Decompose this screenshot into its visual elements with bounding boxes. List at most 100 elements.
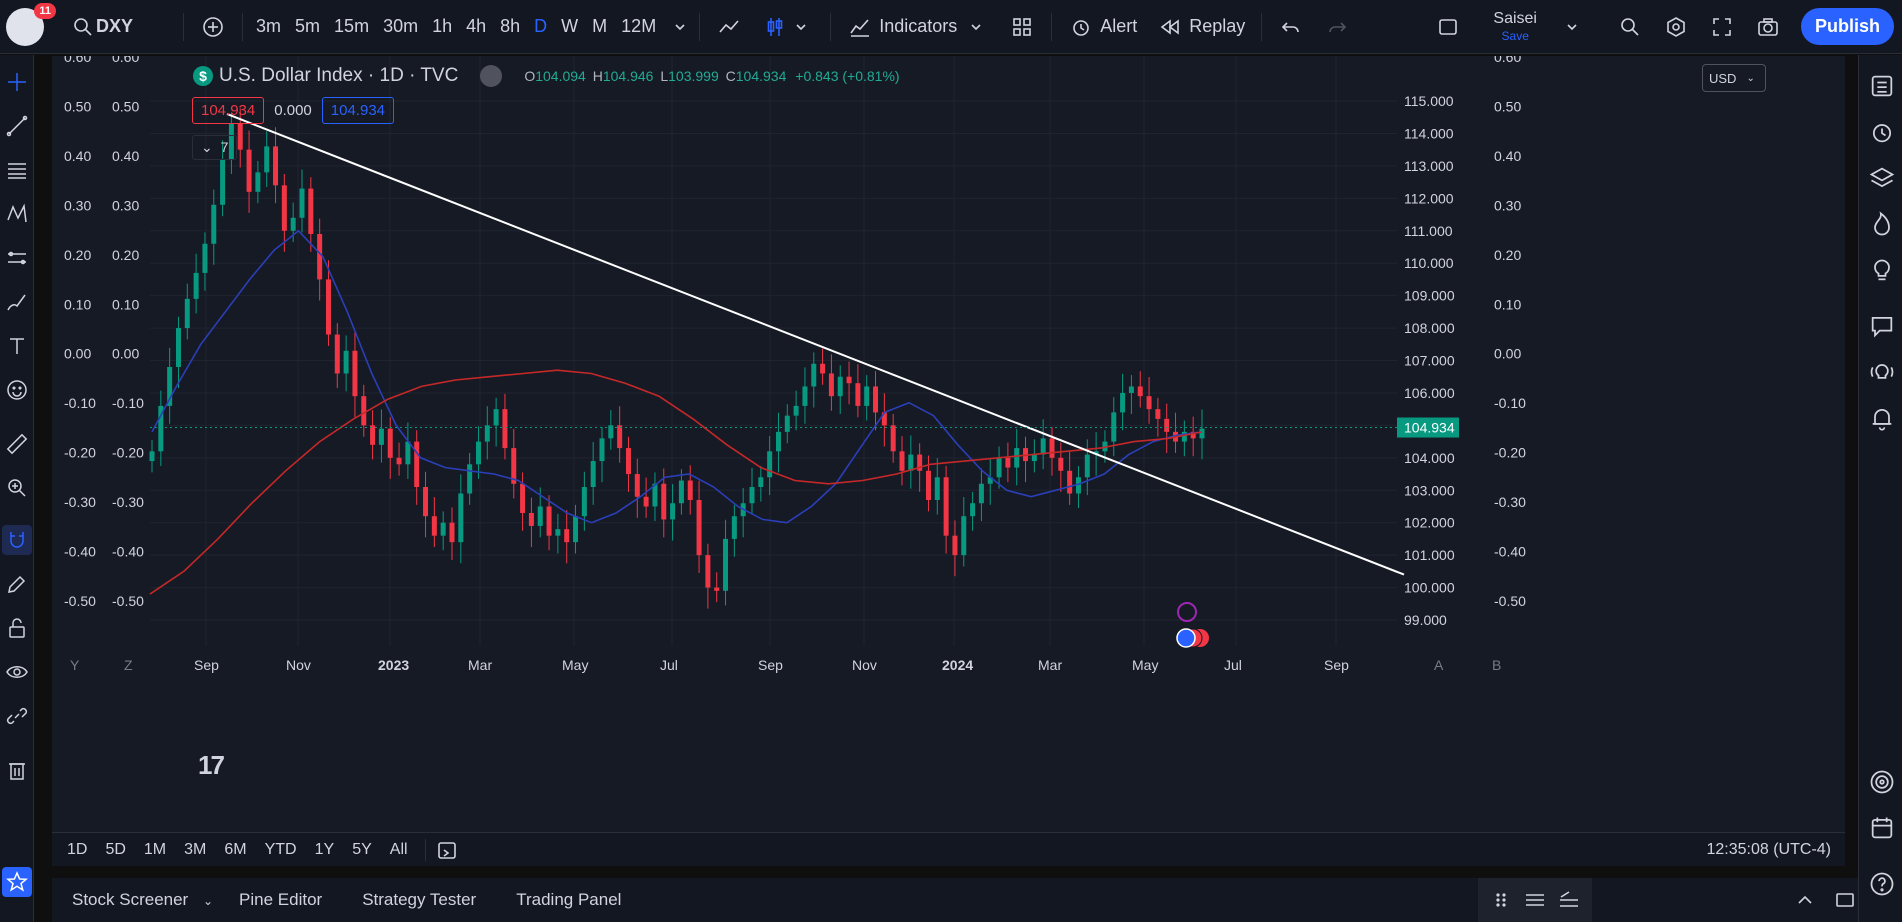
notifications-ideas-button[interactable]	[1867, 357, 1897, 387]
favorites-tool[interactable]	[2, 867, 32, 897]
indicators-button[interactable]: Indicators	[837, 0, 999, 54]
compare-button[interactable]	[190, 0, 236, 54]
panel-controls	[1478, 878, 1592, 922]
redo-button[interactable]	[1314, 0, 1360, 54]
oscillator-tick-right: -0.10	[1494, 395, 1526, 411]
link-tool[interactable]	[2, 701, 32, 731]
bottom-panel: Stock Screener ⌄ Pine Editor Strategy Te…	[52, 878, 1858, 922]
fullscreen-button[interactable]	[1699, 0, 1745, 54]
timeframe-3m[interactable]: 3m	[256, 16, 282, 36]
chart-type-candles-button[interactable]	[752, 0, 824, 54]
chart-pane[interactable]: 115.000 114.000 113.000 112.000 111.000 110.0…	[52, 56, 1845, 832]
lock-tool[interactable]	[2, 613, 32, 643]
magnet-tool[interactable]	[2, 525, 32, 555]
chats-button[interactable]	[1867, 311, 1897, 341]
zoom-tool[interactable]	[2, 473, 32, 503]
price-tick-label: 114.000	[1404, 125, 1454, 141]
fib-tool[interactable]	[2, 155, 32, 185]
object-list-icon[interactable]	[1556, 887, 1582, 913]
drawing-mode-tool[interactable]	[2, 569, 32, 599]
tab-strategy-tester[interactable]: Strategy Tester	[362, 890, 477, 909]
chevron-down-icon[interactable]: ⌄	[202, 894, 214, 908]
range-5y[interactable]: 5Y	[352, 840, 372, 858]
tab-stock-screener[interactable]: Stock Screener ⌄	[52, 890, 219, 910]
trend-line-tool[interactable]	[2, 111, 32, 141]
hide-tool[interactable]	[2, 657, 32, 687]
candle-body	[184, 298, 190, 329]
chevron-down-icon[interactable]	[788, 14, 814, 40]
chevron-down-icon[interactable]	[667, 14, 693, 40]
layout-button[interactable]	[1425, 0, 1471, 54]
timeframe-8h[interactable]: 8h	[500, 16, 521, 36]
text-tool[interactable]	[2, 331, 32, 361]
calendar-button[interactable]	[1867, 813, 1897, 843]
range-ytd[interactable]: YTD	[264, 840, 297, 858]
currency-select[interactable]: USD ⌄	[1702, 64, 1766, 92]
tab-trading-panel[interactable]: Trading Panel	[516, 890, 622, 909]
target-button[interactable]	[1867, 767, 1897, 797]
ohlc-values: O104.094 H104.946 L103.999 C104.934 +0.8…	[524, 68, 899, 84]
timeframe-5m[interactable]: 5m	[295, 16, 321, 36]
watchlist-button[interactable]	[1867, 71, 1897, 101]
timeframe-w[interactable]: W	[561, 16, 579, 36]
help-button[interactable]	[1867, 869, 1897, 899]
timeframe-d[interactable]: D	[534, 16, 548, 36]
candle-body	[273, 146, 279, 186]
layout-name[interactable]: Saisei Save	[1471, 0, 1607, 54]
timeframe-12m[interactable]: 12M	[621, 16, 657, 36]
publish-button[interactable]: Publish	[1800, 8, 1894, 45]
emoji-tool[interactable]	[2, 375, 32, 405]
buy-price[interactable]: 104.934	[321, 97, 395, 124]
templates-button[interactable]	[999, 0, 1045, 54]
quick-search-button[interactable]	[1607, 0, 1653, 54]
oscillator-tick-left: 0.60	[64, 56, 91, 65]
session-clock[interactable]: 12:35:08 (UTC-4)	[1706, 840, 1832, 858]
range-6m[interactable]: 6M	[224, 840, 247, 858]
undo-button[interactable]	[1268, 0, 1314, 54]
hotlists-button[interactable]	[1867, 209, 1897, 239]
sell-price[interactable]: 104.934	[192, 97, 265, 124]
range-1m[interactable]: 1M	[143, 840, 167, 858]
range-5d[interactable]: 5D	[105, 840, 126, 858]
candle-body	[996, 457, 1002, 478]
hamburger-icon[interactable]	[1522, 887, 1548, 913]
alert-button[interactable]: Alert	[1058, 0, 1147, 54]
user-avatar[interactable]: 11	[6, 2, 56, 46]
symbol-search[interactable]: DXY	[60, 0, 143, 54]
timeframe-m[interactable]: M	[592, 16, 608, 36]
settings-button[interactable]	[1653, 0, 1699, 54]
range-1d[interactable]: 1D	[67, 840, 88, 858]
remove-tool[interactable]	[2, 755, 32, 785]
chart-type-line-button[interactable]	[706, 0, 752, 54]
indicators-collapse-button[interactable]: ⌄ 7	[192, 135, 238, 160]
crosshair-tool[interactable]	[2, 67, 32, 97]
ruler-tool[interactable]	[2, 429, 32, 459]
timeframe-1h[interactable]: 1h	[432, 16, 453, 36]
timeframe-15m[interactable]: 15m	[334, 16, 370, 36]
forecast-tool[interactable]	[2, 243, 32, 273]
notifications-button[interactable]	[1867, 403, 1897, 433]
pattern-tool[interactable]	[2, 199, 32, 229]
goto-date-icon[interactable]	[434, 837, 460, 863]
legend-title[interactable]: U.S. Dollar Index · 1D · TVC	[219, 65, 459, 86]
brush-tool[interactable]	[2, 287, 32, 317]
chevron-up-icon[interactable]	[1792, 887, 1818, 913]
chevron-down-icon[interactable]	[1559, 14, 1585, 40]
range-1y[interactable]: 1Y	[314, 840, 335, 858]
drag-handle-icon[interactable]	[1488, 887, 1514, 913]
oscillator-tick-left: -0.50	[64, 593, 96, 609]
chart-canvas[interactable]: 115.000 114.000 113.000 112.000 111.000 110.0…	[52, 56, 1845, 832]
object-tree-button[interactable]	[1867, 163, 1897, 193]
ideas-button[interactable]	[1867, 255, 1897, 285]
maximize-panel-icon[interactable]	[1832, 887, 1858, 913]
replay-button[interactable]: Replay	[1147, 0, 1255, 54]
timeframe-4h[interactable]: 4h	[466, 16, 487, 36]
snapshot-button[interactable]	[1745, 0, 1791, 54]
range-all[interactable]: All	[389, 840, 408, 858]
legend-toggle-icon[interactable]	[480, 65, 503, 87]
list-icon	[1871, 75, 1893, 97]
tab-pine-editor[interactable]: Pine Editor	[239, 890, 323, 909]
timeframe-30m[interactable]: 30m	[383, 16, 419, 36]
alerts-button[interactable]	[1867, 117, 1897, 147]
range-3m[interactable]: 3M	[184, 840, 207, 858]
